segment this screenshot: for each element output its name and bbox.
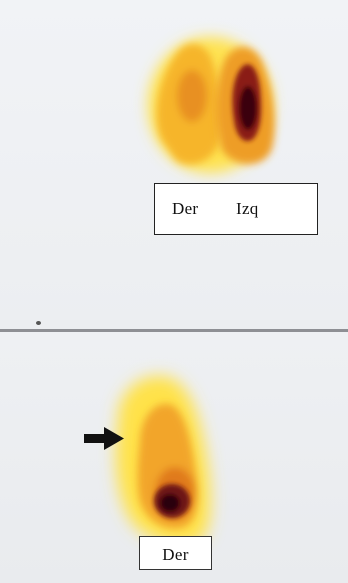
lobe-label-box-single: Der: [139, 536, 212, 570]
right-lobe: [156, 44, 222, 165]
panel-divider: [0, 329, 348, 332]
label-left-lobe: Izq: [236, 199, 259, 218]
speck-mark: [36, 321, 41, 325]
label-right-lobe: Der: [172, 199, 199, 218]
arrow-right-icon: [84, 427, 124, 450]
thyroid-scan-top-panel: Der Izq: [0, 0, 348, 330]
thyroid-scan-bottom-panel: Der: [0, 333, 348, 583]
left-lobe-hot-area: [232, 64, 262, 142]
lobe-label-box: Der Izq: [154, 183, 318, 235]
right-lobe-hot-area: [154, 484, 190, 518]
label-right-lobe-single: Der: [162, 545, 189, 564]
thyroid-both-lobes-scan: [148, 37, 275, 173]
thyroid-right-lobe-scan: [84, 376, 211, 546]
